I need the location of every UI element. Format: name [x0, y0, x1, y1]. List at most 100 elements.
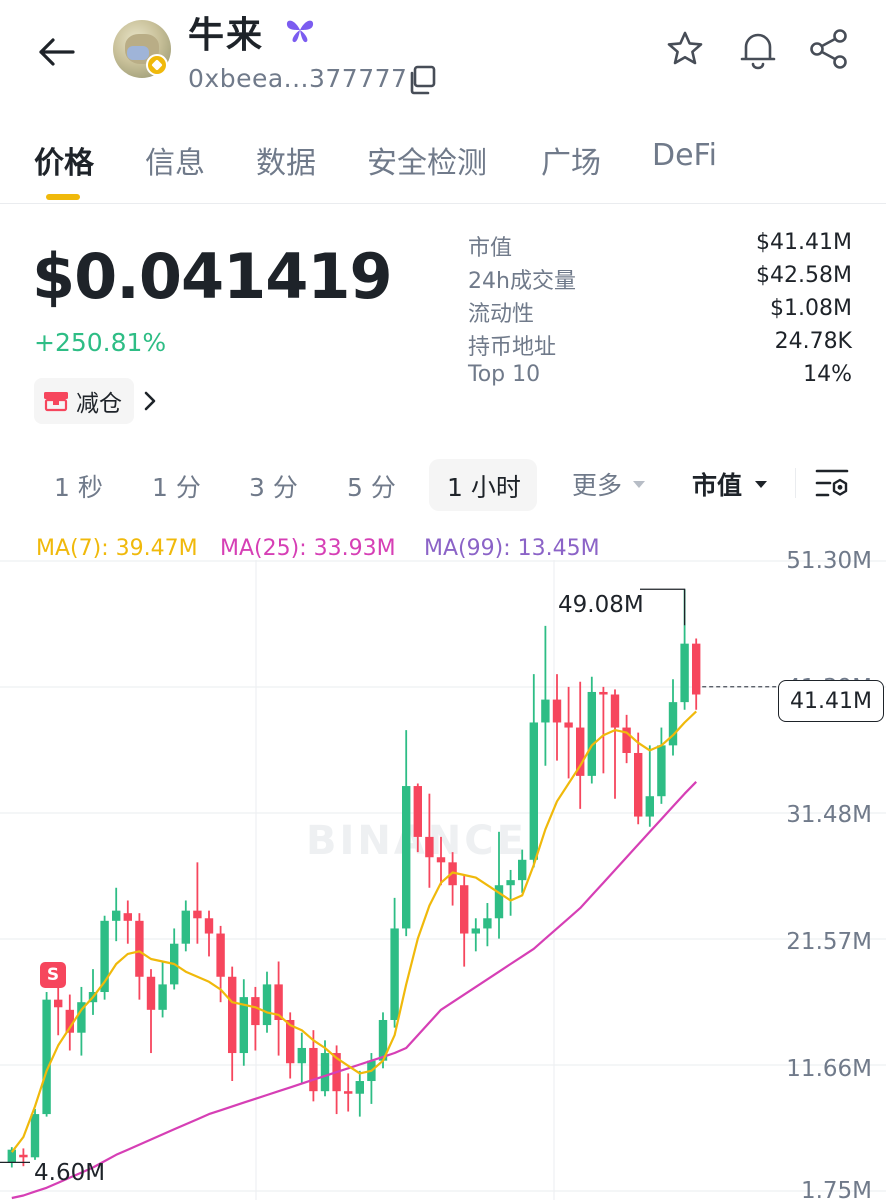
- candle: [54, 999, 63, 1008]
- candle: [634, 752, 643, 817]
- candle: [320, 1053, 330, 1092]
- y-tick-label: 1.75M: [800, 1178, 872, 1200]
- candle: [692, 643, 701, 695]
- candle: [239, 997, 248, 1054]
- candle: [425, 836, 434, 858]
- interval-3m[interactable]: 3 分: [249, 473, 298, 502]
- price-change: +250.81%: [34, 328, 167, 357]
- stat-value: $41.41M: [756, 230, 852, 255]
- candle: [77, 1002, 86, 1033]
- interval-1m[interactable]: 1 分: [152, 473, 201, 502]
- candle: [610, 694, 620, 728]
- candle: [286, 1019, 295, 1064]
- candle: [135, 920, 144, 977]
- interval-5m[interactable]: 5 分: [347, 473, 396, 502]
- stat-label: 24h成交量: [468, 269, 576, 294]
- tab-defi[interactable]: DeFi: [652, 138, 717, 173]
- butterfly-icon: [286, 20, 314, 43]
- star-icon[interactable]: [666, 30, 704, 68]
- copy-icon[interactable]: [406, 64, 438, 96]
- ma99-legend: MA(99): 13.45M: [424, 536, 600, 561]
- ma25-line: [11, 781, 697, 1200]
- caret-down-icon: [633, 481, 646, 488]
- stat-label: 持币地址: [468, 335, 557, 360]
- stat-value: $1.08M: [770, 296, 852, 321]
- interval-1h[interactable]: 1 小时: [447, 473, 521, 502]
- stat-label: 市值: [468, 236, 513, 261]
- ma25-legend: MA(25): 33.93M: [220, 536, 396, 561]
- stat-row-market-cap: 市值 $41.41M: [468, 230, 852, 263]
- caret-down-icon: [755, 481, 768, 488]
- tab-square[interactable]: 广场: [541, 146, 601, 181]
- contract-address: 0xbeea...377777: [188, 64, 408, 93]
- back-button[interactable]: [30, 28, 82, 76]
- stat-row-volume: 24h成交量 $42.58M: [468, 263, 852, 296]
- stat-value: 24.78K: [774, 329, 852, 354]
- interval-1s[interactable]: 1 秒: [54, 473, 103, 502]
- candle: [355, 1081, 364, 1094]
- candle: [112, 910, 121, 921]
- stat-label: Top 10: [468, 362, 541, 387]
- candle: [436, 857, 446, 863]
- candle: [552, 699, 562, 723]
- stat-value: 14%: [803, 362, 852, 387]
- candle: [494, 885, 504, 919]
- candle: [251, 997, 260, 1026]
- section-tabs: 价格 信息 数据 安全检测 广场 DeFi: [0, 126, 886, 204]
- low-marker-label: 4.60M: [34, 1160, 106, 1186]
- metric-dropdown[interactable]: 市值: [692, 466, 768, 502]
- candle: [506, 880, 515, 886]
- stat-row-top10: Top 10 14%: [468, 362, 852, 395]
- candle: [309, 1047, 318, 1092]
- candle: [471, 928, 480, 934]
- more-intervals-label: 更多: [572, 471, 623, 500]
- candle: [576, 727, 585, 776]
- candle: [42, 999, 51, 1115]
- candle: [228, 976, 237, 1054]
- stat-row-liquidity: 流动性 $1.08M: [468, 296, 852, 329]
- token-avatar: [113, 20, 171, 78]
- arrow-left-icon: [39, 38, 75, 66]
- candle: [599, 691, 608, 695]
- candle: [216, 933, 225, 977]
- tab-info[interactable]: 信息: [145, 146, 205, 181]
- candle: [100, 920, 109, 993]
- y-tick-label: 11.66M: [786, 1056, 872, 1082]
- candle: [483, 918, 492, 929]
- current-price: $0.041419: [32, 240, 393, 313]
- market-cap-chart[interactable]: [0, 560, 886, 1200]
- candle: [274, 984, 283, 1020]
- candle: [541, 699, 550, 723]
- candle: [158, 984, 167, 1010]
- tab-data[interactable]: 数据: [256, 146, 316, 181]
- toolbar-divider: [795, 468, 796, 498]
- chevron-right-icon[interactable]: [140, 388, 160, 414]
- sell-signal-badge[interactable]: S: [40, 962, 66, 988]
- y-tick-label: 51.30M: [786, 548, 872, 574]
- high-marker-label: 49.08M: [558, 592, 644, 618]
- candle: [564, 722, 573, 728]
- stat-label: 流动性: [468, 302, 535, 327]
- more-intervals-dropdown[interactable]: 更多: [572, 466, 646, 502]
- bell-icon[interactable]: [738, 28, 778, 70]
- candle: [193, 910, 202, 919]
- y-tick-label: 21.57M: [786, 929, 872, 955]
- stat-value: $42.58M: [756, 263, 852, 288]
- candle: [65, 1009, 74, 1033]
- stat-row-holders: 持币地址 24.78K: [468, 329, 852, 362]
- candle: [645, 796, 654, 817]
- candle: [518, 859, 527, 881]
- high-marker-line: [640, 588, 686, 626]
- tab-security[interactable]: 安全检测: [367, 146, 487, 181]
- chart-settings-icon[interactable]: [814, 466, 850, 502]
- candle: [204, 918, 214, 934]
- candle: [30, 1114, 40, 1158]
- candle: [680, 643, 689, 703]
- reduce-position-button[interactable]: 减仓: [34, 378, 134, 424]
- tab-price[interactable]: 价格: [34, 146, 94, 181]
- token-stats: 市值 $41.41M 24h成交量 $42.58M 流动性 $1.08M 持币地…: [468, 230, 852, 395]
- candle: [297, 1047, 306, 1064]
- candle: [344, 1091, 353, 1094]
- candle: [262, 984, 272, 1026]
- share-icon[interactable]: [808, 28, 850, 70]
